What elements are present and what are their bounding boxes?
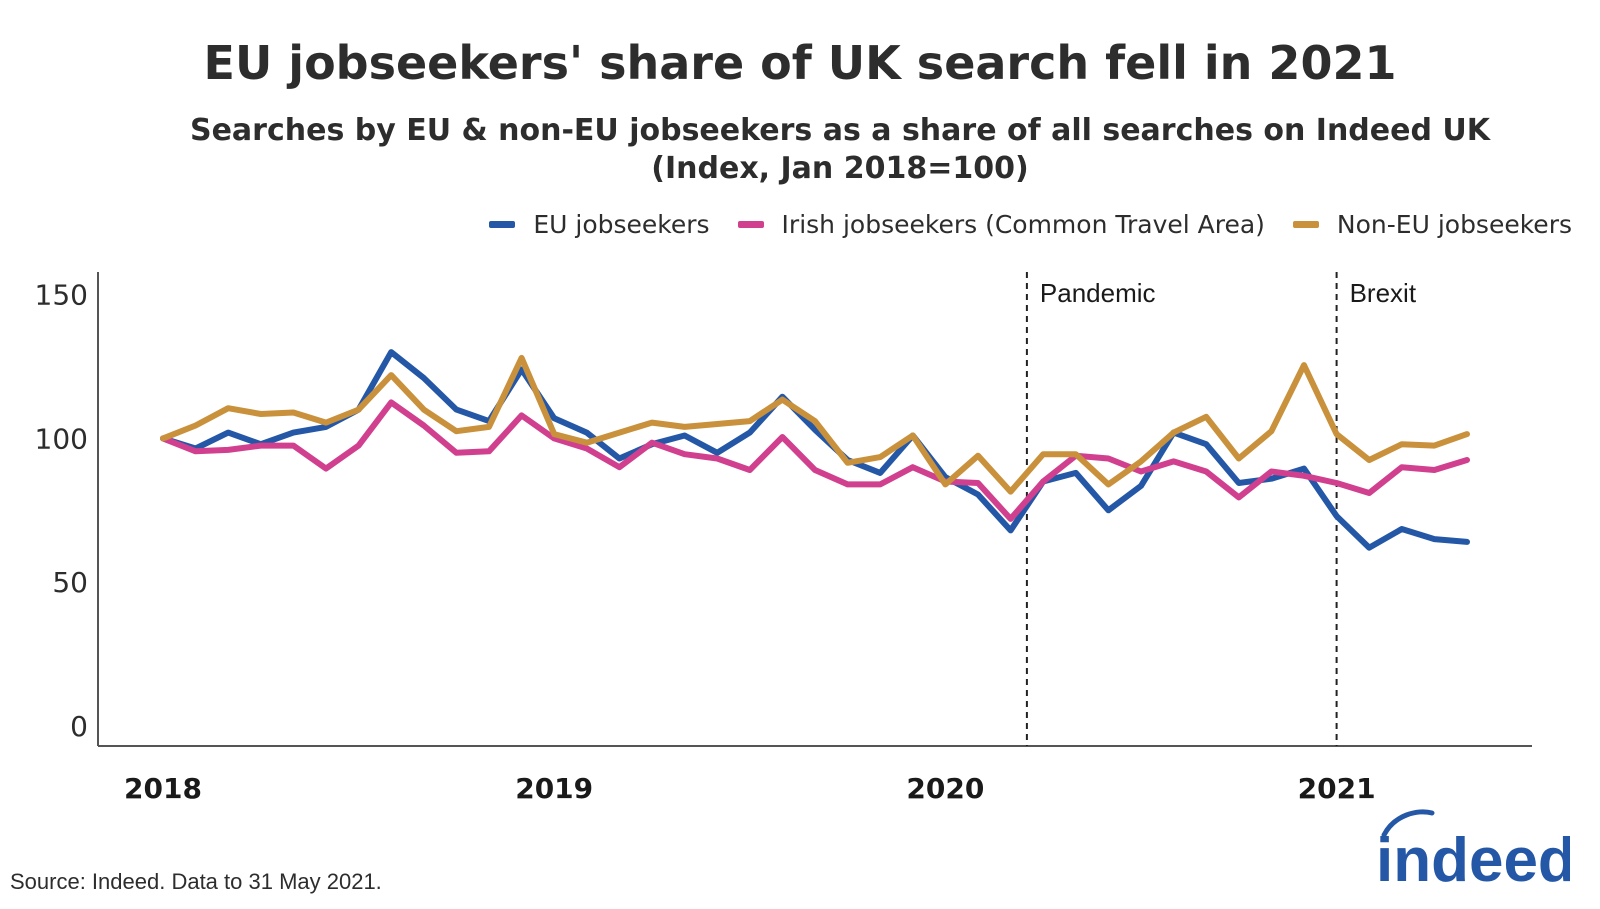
legend-swatch-eu	[489, 221, 516, 228]
y-tick-label-50: 50	[52, 566, 88, 599]
x-tick-label-2019: 2019	[515, 772, 593, 805]
legend-item-noneu: Non-EU jobseekers	[1292, 210, 1572, 239]
legend-label-noneu: Non-EU jobseekers	[1336, 210, 1572, 239]
x-tick-label-2020: 2020	[906, 772, 984, 805]
chart-title: EU jobseekers' share of UK search fell i…	[203, 36, 1397, 90]
subtitle-line-2: (Index, Jan 2018=100)	[651, 151, 1029, 186]
annotation-label-brexit: Brexit	[1350, 278, 1417, 308]
legend-item-irish: Irish jobseekers (Common Travel Area)	[737, 210, 1265, 239]
legend-swatch-irish	[737, 221, 764, 228]
y-tick-label-150: 150	[35, 279, 88, 312]
x-tick-label-2021: 2021	[1298, 772, 1376, 805]
x-tick-label-2018: 2018	[124, 772, 202, 805]
legend-label-irish: Irish jobseekers (Common Travel Area)	[781, 210, 1265, 239]
y-tick-label-0: 0	[70, 710, 88, 743]
legend-item-eu: EU jobseekers	[489, 210, 710, 239]
legend-label-eu: EU jobseekers	[533, 210, 710, 239]
annotation-label-pandemic: Pandemic	[1040, 278, 1156, 308]
indeed-logo: indeed	[1376, 809, 1570, 889]
source-note: Source: Indeed. Data to 31 May 2021.	[10, 869, 382, 894]
legend: EU jobseekers Irish jobseekers (Common T…	[461, 210, 1572, 239]
series-line-irish	[160, 399, 1470, 522]
series-line-eu	[160, 349, 1470, 551]
subtitle-line-1: Searches by EU & non-EU jobseekers as a …	[189, 113, 1491, 148]
y-tick-label-100: 100	[35, 422, 88, 455]
chart-subtitle: Searches by EU & non-EU jobseekers as a …	[130, 112, 1550, 188]
logo-text: indeed	[1376, 826, 1570, 889]
series-line-noneu	[160, 354, 1470, 495]
legend-swatch-noneu	[1292, 221, 1319, 228]
